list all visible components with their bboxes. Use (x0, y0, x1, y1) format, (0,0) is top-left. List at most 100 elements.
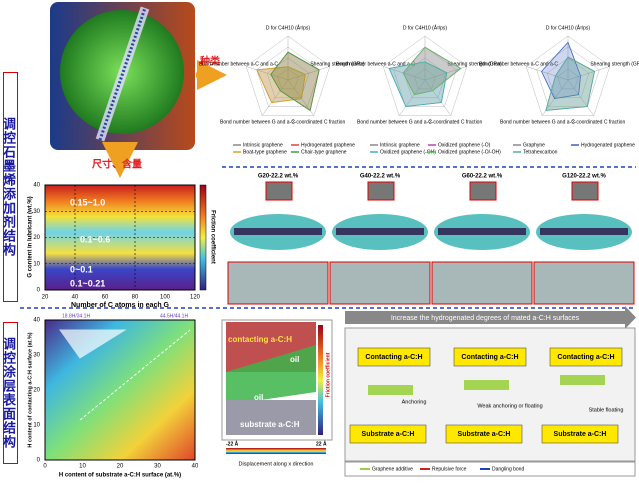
axis-label: Number of C atoms in each G (71, 302, 170, 309)
radar-axis (261, 79, 289, 116)
surface-label: Contacting a-C:H (461, 354, 518, 361)
md-label: Displacement along x direction (239, 461, 314, 467)
radar-axis-label: Shearing strength (GPa) (590, 61, 639, 67)
radar-axis-label: 2-coordinated C fraction (292, 119, 346, 125)
x-tick-label: 20 (42, 295, 49, 301)
side-label: 调控石墨烯添加剂结构 (0, 72, 18, 302)
axis-label: H content of substrate a-C:H surface (at… (59, 473, 181, 479)
radar-grid (546, 57, 590, 99)
zoom-box (329, 261, 431, 305)
y-tick-label: 10 (33, 423, 40, 429)
y-tick-label: 30 (33, 209, 40, 215)
region-label: 0.15~1.0 (70, 197, 105, 207)
md-label: -22 Å (226, 440, 239, 447)
colorbar-label: Friction coefficient (209, 210, 215, 264)
zoom-box (265, 181, 293, 201)
y-tick-label: 20 (33, 235, 40, 241)
radar-grid (536, 46, 600, 107)
radar-grid (245, 35, 331, 116)
md-label: contacting a-C:H (228, 335, 292, 344)
radar-axis (383, 66, 426, 81)
radar-grid (557, 68, 579, 90)
arrow-label: 种类 (199, 55, 220, 68)
surface-label: Substrate a-C:H (554, 431, 607, 438)
radar-axis (246, 66, 289, 81)
md-layer (540, 228, 628, 235)
radar-area (256, 66, 306, 103)
surface (445, 424, 523, 444)
zoom-box (469, 181, 497, 201)
surface-label: Substrate a-C:H (458, 431, 511, 438)
region-label: 0.1~0.6 (80, 234, 110, 244)
radar-area (402, 46, 462, 96)
x-tick-label: 30 (154, 464, 161, 470)
surface (357, 347, 431, 367)
md-label: 22 Å (316, 440, 327, 447)
radar-grid (277, 68, 299, 90)
axis-label: H content of contacting a-C:H surface (a… (27, 332, 33, 447)
radar-axis-label: Bond number between a-C and a-C (336, 61, 415, 67)
legend-entry: Tetrahexcarbon (523, 149, 558, 155)
radar-area (541, 41, 581, 100)
x-tick-label: 120 (190, 295, 201, 301)
surface (549, 347, 623, 367)
radar-axis (287, 66, 330, 81)
surface-label: Contacting a-C:H (557, 354, 614, 361)
legend-entry: Oxidized graphene (-OH) (380, 149, 436, 155)
zoom-box (431, 261, 533, 305)
radar-area (270, 51, 320, 112)
region-label: 0~0.1 (70, 264, 93, 274)
region-label: 0.1~0.21 (70, 278, 105, 288)
radar-grid (266, 57, 310, 99)
legend-entry: Intrinsic graphene (380, 142, 420, 148)
legend-entry: Hydrogenated graphene (301, 142, 355, 148)
note: Anchoring (402, 399, 427, 405)
radar-axis-label: 2-coordinated C fraction (572, 119, 626, 125)
arrow-label: 尺寸、含量 (92, 158, 142, 171)
y-tick-label: 40 (33, 318, 40, 324)
radar-area (545, 56, 595, 111)
md-label: oil (290, 355, 299, 364)
radar-axis (567, 66, 610, 81)
y-tick-label: 0 (37, 288, 41, 294)
surface (349, 424, 427, 444)
point-label: 44.5H/44.1H (160, 313, 188, 319)
graphene (560, 375, 605, 385)
radar-grid (393, 46, 457, 107)
y-tick-label: 0 (37, 458, 41, 464)
surface (453, 347, 527, 367)
radar-axis-label: D for C4H10 (Å²/ps) (266, 24, 311, 31)
radar-axis-label: Bond number between G and a-C (220, 119, 295, 125)
legend-entry: Chair-type graphene (301, 149, 347, 155)
legend-entry: Intrinsic graphene (243, 142, 283, 148)
y-tick-label: 30 (33, 353, 40, 359)
md-layer (234, 228, 322, 235)
surface (541, 424, 619, 444)
x-tick-label: 40 (72, 295, 79, 301)
surface-label: Contacting a-C:H (365, 354, 422, 361)
legend-entry: Oxidized graphene (-O/-OH) (438, 149, 501, 155)
radar-grid (382, 35, 468, 116)
snapshot-title: G20-22.2 wt.% (258, 174, 299, 180)
radar-axis-label: Shearing strength (GPa) (310, 61, 365, 67)
radar-axis-label: 2-coordinated C fraction (429, 119, 483, 125)
radar-grid (414, 68, 436, 90)
md-label: oil (254, 393, 263, 402)
note: Weak anchoring or floating (477, 403, 542, 409)
point-label: 18.8H/34.1H (62, 313, 90, 319)
banner: Increase the hydrogenated degrees of mat… (391, 315, 580, 322)
zoom-box (571, 181, 599, 201)
y-tick-label: 10 (33, 261, 40, 267)
x-tick-label: 80 (132, 295, 139, 301)
zoom-box (227, 261, 329, 305)
md-layer (438, 228, 526, 235)
radar-axis (526, 66, 569, 81)
x-tick-label: 10 (79, 464, 86, 470)
md-label: substrate a-C:H (240, 420, 300, 429)
legend-entry: Graphyne (523, 142, 545, 148)
radar-axis (424, 79, 452, 116)
radar-axis-label: Bond number between G and a-C (500, 119, 575, 125)
snapshot-title: G120-22.2 wt.% (562, 174, 606, 180)
